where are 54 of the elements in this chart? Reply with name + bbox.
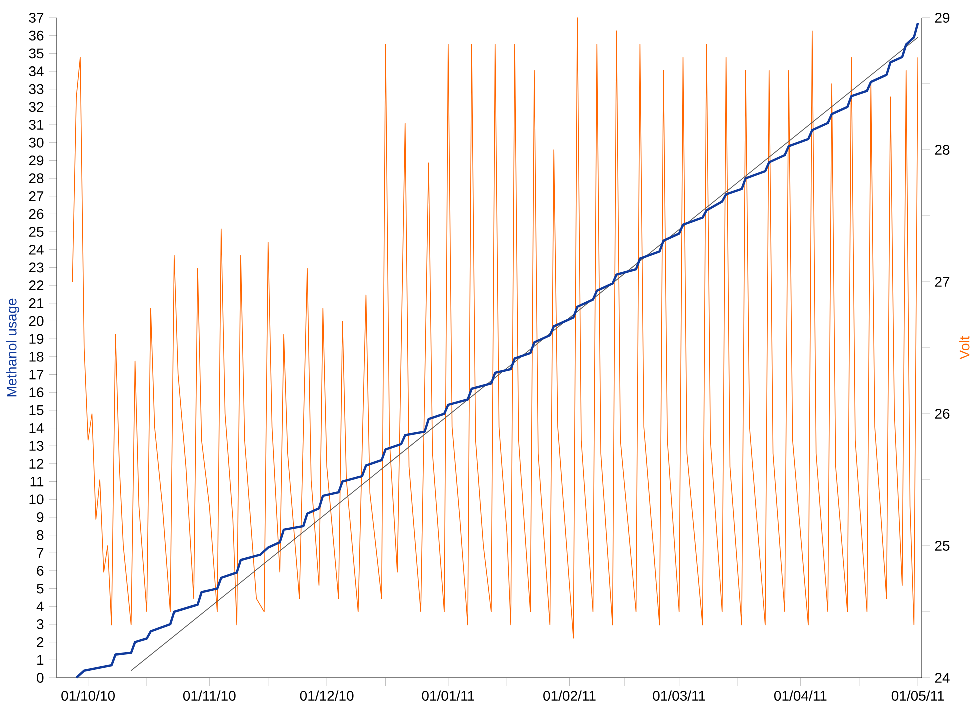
x-tick-label: 01/12/10 [300, 690, 354, 702]
y-tick-label: 1 [38, 655, 44, 665]
y-tick-label: 37 [29, 13, 44, 23]
y-tick-label: 27 [29, 191, 44, 202]
x-tick-label: 01/02/11 [544, 690, 596, 702]
y-tick-label: 30 [29, 138, 44, 148]
y-tick-label: 23 [29, 262, 44, 273]
y-tick-label: 20 [29, 316, 44, 326]
y-tick-label: 21 [29, 298, 44, 308]
y-tick-label: 6 [37, 566, 44, 576]
y-tick-label: 16 [30, 388, 44, 398]
x-tick-label: 01/01/11 [422, 690, 474, 702]
y-tick-label: 10 [30, 494, 44, 505]
y2-axis-title: Volt [959, 336, 970, 360]
y-tick-label: 32 [29, 102, 44, 112]
y-tick-label: 24 [29, 245, 44, 255]
y2-tick-label: 29 [935, 13, 950, 23]
y-tick-label: 3 [37, 620, 44, 630]
y-tick-label: 31 [29, 120, 44, 130]
y-tick-label: 25 [29, 227, 44, 238]
y-tick-label: 34 [29, 66, 44, 76]
x-tick-label: 01/05/11 [892, 690, 944, 702]
y-tick-label: 13 [30, 441, 44, 452]
y-tick-label: 36 [29, 30, 44, 41]
y-tick-label: 19 [30, 334, 44, 344]
y2-tick-label: 26 [935, 409, 950, 419]
y-tick-label: 22 [29, 280, 44, 290]
y2-tick-label: 28 [935, 145, 950, 155]
y-tick-label: 4 [36, 602, 44, 612]
x-tick-label: 01/10/10 [62, 690, 116, 702]
x-tick-label: 01/03/11 [653, 690, 706, 702]
y-tick-label: 26 [29, 209, 44, 220]
x-tick-label: 01/11/10 [183, 690, 236, 702]
y2-tick-label: 24 [935, 673, 950, 683]
y2-tick-label: 25 [935, 541, 950, 551]
y-tick-label: 35 [29, 48, 44, 59]
y-tick-label: 17 [30, 370, 44, 380]
y-axis-title: Methanol usage [6, 298, 20, 397]
y-tick-label: 2 [37, 637, 44, 648]
y-tick-label: 33 [29, 84, 44, 94]
y-tick-label: 29 [29, 156, 44, 166]
y2-tick-label: 27 [935, 277, 950, 287]
y-tick-label: 11 [30, 476, 44, 487]
x-tick-label: 01/04/11 [774, 690, 827, 702]
y-tick-label: 0 [37, 673, 44, 683]
y-tick-label: 5 [37, 584, 44, 594]
y-tick-label: 28 [29, 174, 44, 184]
y-tick-label: 7 [37, 548, 44, 558]
y-tick-label: 12 [30, 459, 44, 469]
y-tick-label: 18 [30, 352, 44, 362]
y-tick-label: 8 [37, 530, 44, 540]
y-tick-label: 9 [37, 512, 44, 522]
y-tick-label: 14 [30, 423, 44, 434]
y-tick-label: 15 [30, 406, 44, 416]
